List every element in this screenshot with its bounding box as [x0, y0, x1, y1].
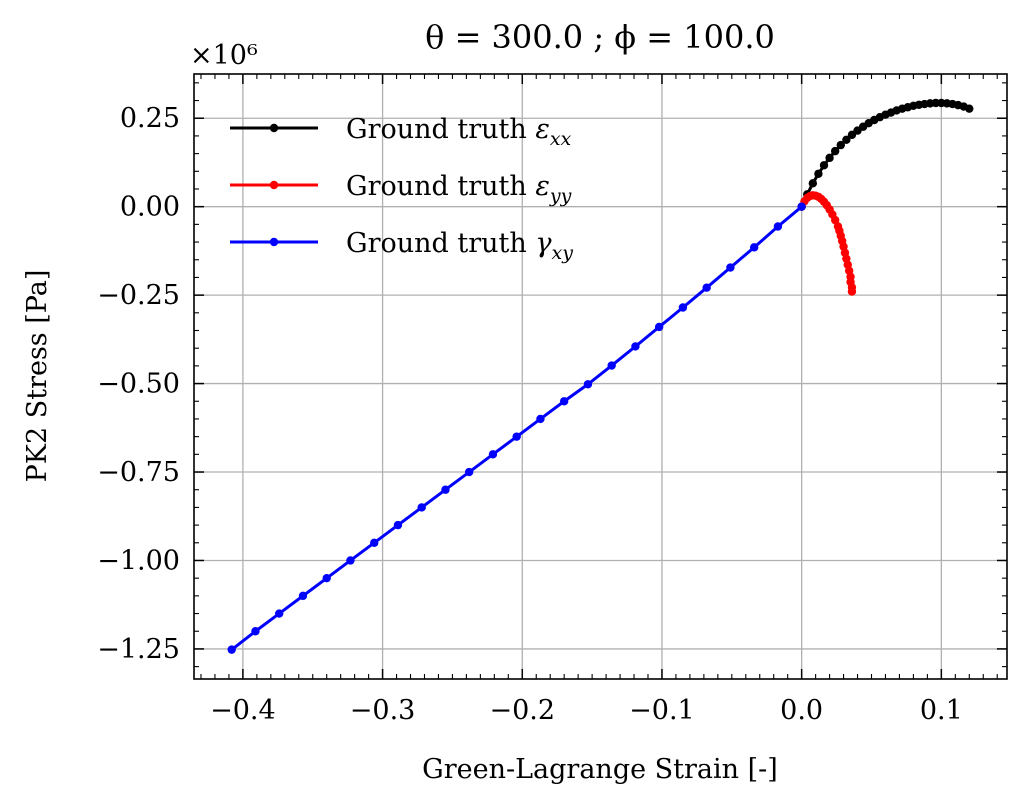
- legend-label: Ground truth εyy: [346, 171, 572, 207]
- legend-marker: [269, 123, 279, 133]
- y-tick-label: −1.25: [97, 634, 180, 665]
- data-point: [842, 135, 851, 145]
- x-tick-label: −0.3: [350, 695, 416, 726]
- data-point: [847, 287, 857, 296]
- series-line: [230, 205, 803, 651]
- data-point: [814, 169, 823, 178]
- data-point: [488, 450, 498, 459]
- data-point: [726, 263, 735, 272]
- legend-item-2: Ground truth εyy: [230, 171, 572, 207]
- series-2: [797, 191, 857, 296]
- y-tick-label: 0.25: [120, 103, 180, 134]
- data-point: [836, 140, 845, 150]
- y-tick-label: 0.00: [120, 192, 180, 223]
- x-tick-label: −0.1: [629, 695, 695, 726]
- data-point: [370, 538, 379, 547]
- data-point: [607, 361, 616, 370]
- data-point: [825, 153, 834, 163]
- legend-label-text: Ground truth: [346, 228, 535, 259]
- legend-label-subscript: xx: [550, 128, 572, 150]
- legend-label-subscript: xy: [551, 242, 573, 264]
- x-tick-labels: −0.4 −0.3 −0.2 −0.1 0.0 0.1: [210, 695, 963, 726]
- plot-series: [227, 98, 974, 654]
- data-point: [227, 645, 236, 654]
- y-tick-label: −0.75: [97, 457, 180, 488]
- data-point: [631, 342, 640, 351]
- x-tick-label: 0.0: [780, 695, 823, 726]
- data-point: [298, 591, 308, 601]
- data-point: [830, 215, 840, 225]
- data-point: [583, 380, 593, 389]
- legend-label-symbol: γ: [535, 228, 552, 259]
- y-offset-label: ×10⁶: [190, 40, 258, 71]
- data-point: [702, 283, 711, 292]
- x-tick-label: −0.4: [210, 695, 276, 726]
- data-point: [346, 556, 355, 565]
- legend-label: Ground truth γxy: [346, 228, 573, 264]
- data-point: [417, 503, 426, 512]
- data-point: [797, 202, 806, 211]
- axis-ticks: [194, 74, 1007, 679]
- data-point: [678, 303, 688, 312]
- legend-item-1: Ground truth εxx: [230, 114, 572, 150]
- data-point: [322, 573, 331, 583]
- data-point: [393, 520, 403, 530]
- data-point: [559, 397, 569, 406]
- y-tick-label: −0.50: [97, 369, 180, 400]
- legend-label-text: Ground truth: [346, 171, 535, 202]
- x-tick-label: −0.2: [489, 695, 555, 726]
- series-1: [797, 98, 974, 211]
- data-point: [654, 322, 664, 332]
- series-3: [227, 202, 806, 654]
- data-point: [808, 179, 818, 188]
- x-tick-label: 0.1: [920, 695, 963, 726]
- legend-item-3: Ground truth γxy: [230, 228, 573, 264]
- grid-lines: [194, 74, 1007, 679]
- chart-title: θ = 300.0 ; ϕ = 100.0: [425, 18, 775, 56]
- data-point: [512, 432, 521, 441]
- x-axis-label: Green-Lagrange Strain [-]: [422, 754, 778, 785]
- data-point: [749, 243, 759, 252]
- data-point: [275, 609, 284, 618]
- y-tick-label: −0.25: [97, 280, 180, 311]
- legend-label-subscript: yy: [549, 185, 572, 207]
- data-point: [830, 146, 840, 156]
- y-tick-label: −1.00: [97, 545, 180, 576]
- data-point: [773, 222, 783, 231]
- data-point: [965, 104, 974, 113]
- legend-label-symbol: ε: [535, 171, 550, 202]
- legend-label-text: Ground truth: [346, 114, 535, 145]
- data-point: [464, 467, 474, 477]
- y-tick-labels: 0.25 0.00 −0.25 −0.50 −0.75 −1.00 −1.25: [97, 103, 180, 665]
- plot-frame: [193, 73, 1008, 680]
- data-point: [819, 161, 829, 170]
- legend-marker: [269, 237, 279, 247]
- data-point: [536, 414, 545, 424]
- legend-label-symbol: ε: [535, 114, 550, 145]
- legend-marker: [269, 180, 279, 190]
- data-point: [251, 627, 260, 636]
- data-point: [441, 485, 450, 494]
- y-axis-label: PK2 Stress [Pa]: [22, 270, 53, 483]
- legend-label: Ground truth εxx: [346, 114, 572, 150]
